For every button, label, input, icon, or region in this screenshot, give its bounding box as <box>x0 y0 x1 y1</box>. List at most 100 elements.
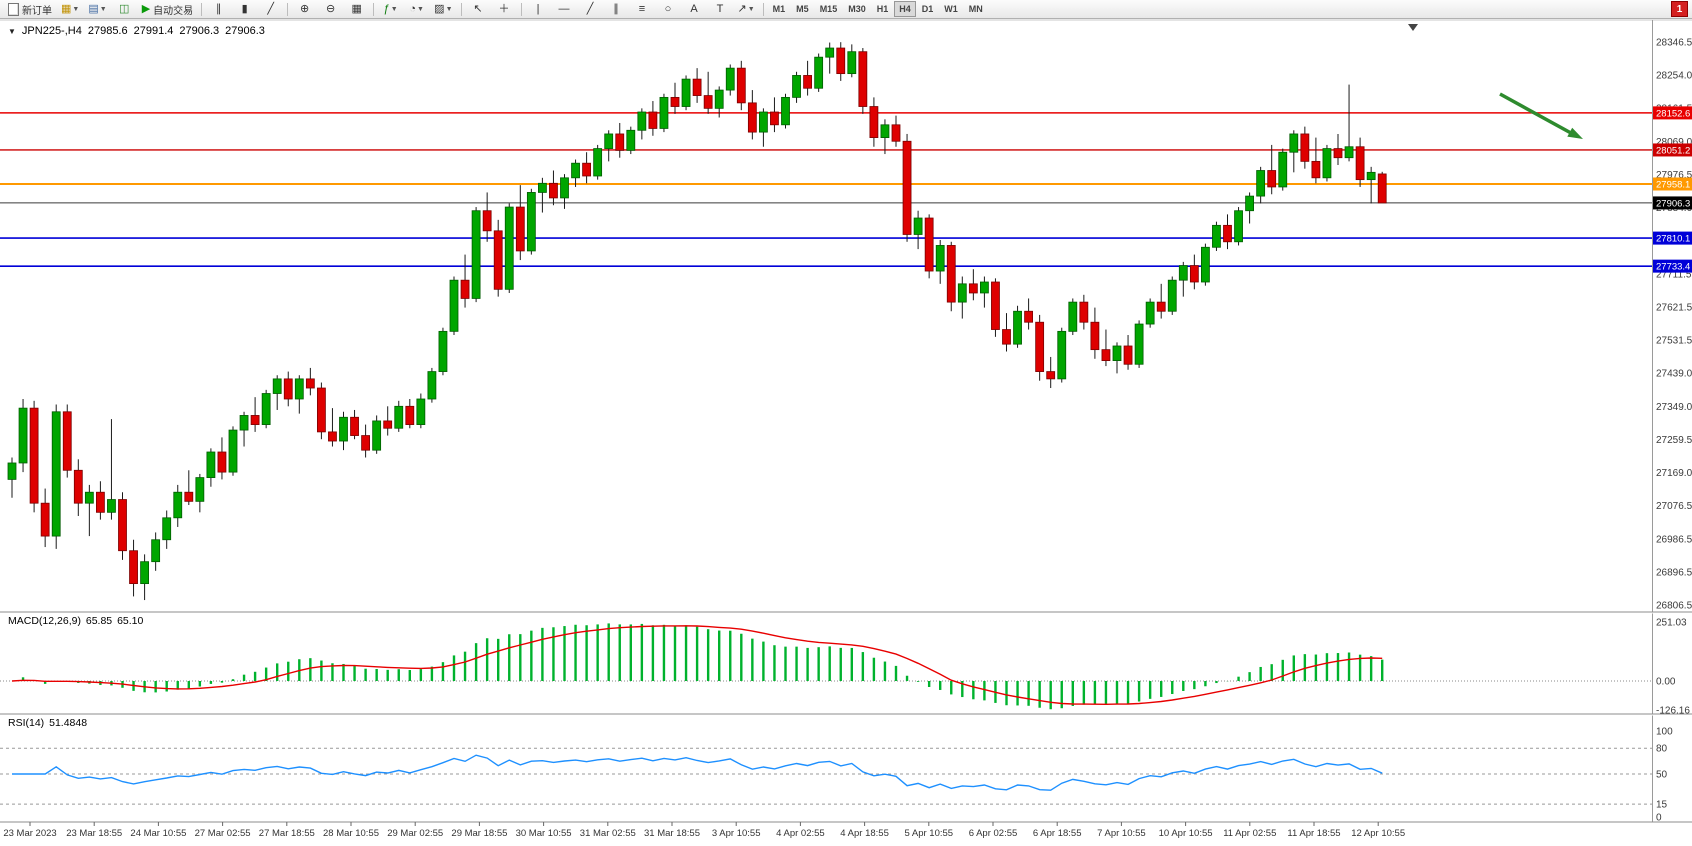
rsi-value: 51.4848 <box>49 717 88 729</box>
timeframe-mn-button[interactable]: MN <box>968 4 983 14</box>
candles-layer <box>7 42 1387 601</box>
svg-text:0: 0 <box>1656 813 1662 824</box>
svg-text:29 Mar 18:55: 29 Mar 18:55 <box>451 828 507 839</box>
templates-icon: ▨ <box>434 2 445 15</box>
fibonacci-button[interactable]: ≡ <box>630 0 655 18</box>
line-chart-icon: ╱ <box>267 2 274 15</box>
time-axis[interactable]: 23 Mar 2023 23 Mar 18:55 24 Mar 10:55 27 Ma… <box>3 822 1405 839</box>
data-window-button[interactable]: ◫ <box>112 0 137 18</box>
zoom-in-button[interactable]: ⊕ <box>292 0 317 18</box>
macd-signal-line <box>11 625 1383 706</box>
timeframe-m15-button[interactable]: M15 <box>819 4 838 14</box>
one-click-trading-arrow-icon[interactable]: ▼ <box>8 26 16 36</box>
macd-histogram <box>21 623 1384 710</box>
chevron-down-icon: ▼ <box>417 5 424 13</box>
svg-text:28152.6: 28152.6 <box>1656 108 1690 119</box>
svg-text:28346.5: 28346.5 <box>1656 38 1692 49</box>
rsi-title: RSI(14) <box>8 717 45 729</box>
annotation-arrow[interactable] <box>1499 92 1583 139</box>
cursor-button[interactable]: ↖ <box>466 0 491 18</box>
timeframe-m5-button[interactable]: M5 <box>796 4 809 14</box>
svg-text:28 Mar 10:55: 28 Mar 10:55 <box>323 828 379 839</box>
new-order-button[interactable]: 新订单 <box>4 0 56 18</box>
timeframe-m1-button[interactable]: M1 <box>772 4 786 14</box>
candlestick-chart-button[interactable]: ▮ <box>232 0 257 18</box>
svg-text:30 Mar 10:55: 30 Mar 10:55 <box>516 828 572 839</box>
arrows-icon: ↗ <box>737 2 747 15</box>
timeframe-w1-button[interactable]: W1 <box>944 4 958 14</box>
trendline-button[interactable]: ╱ <box>578 0 603 18</box>
svg-text:27169.0: 27169.0 <box>1656 468 1692 479</box>
timeframe-h1-button[interactable]: H1 <box>876 4 889 14</box>
bar-chart-button[interactable]: ∥ <box>206 0 231 18</box>
timeframe-h4-button[interactable]: H4 <box>894 1 916 17</box>
price-axis[interactable]: 28346.528254.028161.528069.027976.527884… <box>1656 38 1692 612</box>
svg-text:24 Mar 10:55: 24 Mar 10:55 <box>130 828 186 839</box>
channel-button[interactable]: ∥ <box>604 0 629 18</box>
svg-text:23 Mar 18:55: 23 Mar 18:55 <box>66 828 122 839</box>
bar-chart-icon: ∥ <box>215 2 222 15</box>
new-chart-button[interactable]: ▦ ▼ <box>57 0 83 18</box>
shapes-icon: ○ <box>664 2 672 15</box>
autotrading-button[interactable]: ▶ 自动交易 <box>138 0 197 18</box>
svg-text:6 Apr 18:55: 6 Apr 18:55 <box>1033 828 1082 839</box>
svg-text:27976.5: 27976.5 <box>1656 170 1692 181</box>
svg-text:27531.5: 27531.5 <box>1656 336 1692 347</box>
arrows-button[interactable]: ↗ ▼ <box>734 0 759 18</box>
alert-count-badge: 1 <box>1676 3 1683 15</box>
panel-separator-rsi[interactable] <box>0 713 1692 716</box>
zoom-out-button[interactable]: ⊖ <box>318 0 343 18</box>
toolbar: 新订单 ▦ ▼ ▤ ▼ ◫ ▶ 自动交易 ∥ ▮ ╱ ⊕ ⊖ ▦ ƒ ▼ ◔ ▼… <box>0 0 1692 19</box>
text-icon: A <box>690 2 698 15</box>
indicators-button[interactable]: ƒ ▼ <box>378 0 403 18</box>
vertical-line-button[interactable]: | <box>526 0 551 18</box>
toolbar-separator <box>520 2 522 16</box>
autotrading-icon: ▶ <box>141 2 151 15</box>
svg-text:0.00: 0.00 <box>1656 677 1676 688</box>
alert-button[interactable]: 1 <box>1671 1 1688 17</box>
rsi-indicator-label: RSI(14) 51.4848 <box>8 717 87 729</box>
svg-text:100: 100 <box>1656 727 1673 738</box>
macd-axis[interactable]: 251.03 0.00 -126.16 <box>1656 618 1690 717</box>
chart-shift-marker-icon[interactable] <box>1408 24 1418 31</box>
crosshair-button[interactable]: ＋ <box>492 0 517 18</box>
timeframe-d1-button[interactable]: D1 <box>921 4 934 14</box>
svg-text:27349.0: 27349.0 <box>1656 402 1692 413</box>
zoom-out-icon: ⊖ <box>326 2 336 15</box>
svg-text:27 Mar 02:55: 27 Mar 02:55 <box>195 828 251 839</box>
svg-text:26986.5: 26986.5 <box>1656 534 1692 545</box>
candlestick-chart-icon: ▮ <box>241 2 248 15</box>
toolbar-separator <box>287 2 289 16</box>
fibonacci-icon: ≡ <box>638 2 646 15</box>
profiles-button[interactable]: ▤ ▼ <box>84 0 110 18</box>
toolbar-separator <box>373 2 375 16</box>
timeframe-m30-button[interactable]: M30 <box>848 4 866 14</box>
line-chart-button[interactable]: ╱ <box>258 0 283 18</box>
tile-windows-button[interactable]: ▦ <box>344 0 369 18</box>
shapes-button[interactable]: ○ <box>656 0 681 18</box>
svg-text:23 Mar 2023: 23 Mar 2023 <box>3 828 56 839</box>
channel-icon: ∥ <box>613 2 619 15</box>
new-chart-icon: ▦ <box>61 2 72 15</box>
svg-text:11 Apr 18:55: 11 Apr 18:55 <box>1287 828 1340 839</box>
svg-text:28254.0: 28254.0 <box>1656 71 1692 82</box>
chevron-down-icon: ▼ <box>445 5 453 13</box>
macd-value-main: 65.85 <box>85 615 113 627</box>
label-button[interactable]: T <box>708 0 733 18</box>
macd-indicator-label: MACD(12,26,9) 65.85 65.10 <box>8 615 143 627</box>
level-lines-layer <box>0 112 1652 267</box>
horizontal-line-button[interactable]: ― <box>552 0 577 18</box>
svg-text:31 Mar 02:55: 31 Mar 02:55 <box>580 828 636 839</box>
text-button[interactable]: A <box>682 0 707 18</box>
toolbar-separator <box>762 2 764 16</box>
cursor-icon: ↖ <box>473 2 483 15</box>
rsi-axis[interactable]: 100 80 50 15 0 <box>1656 727 1673 824</box>
panel-separator-macd[interactable] <box>0 611 1692 614</box>
crosshair-icon: ＋ <box>498 2 510 15</box>
templates-button[interactable]: ▨ ▼ <box>430 0 456 18</box>
chevron-down-icon: ▼ <box>72 5 80 13</box>
periods-button[interactable]: ◔ ▼ <box>404 0 429 18</box>
price-badges: 28152.6 28051.2 27958.1 27906.3 27810.1 27733… <box>1653 106 1692 273</box>
vertical-line-icon: | <box>536 2 540 15</box>
